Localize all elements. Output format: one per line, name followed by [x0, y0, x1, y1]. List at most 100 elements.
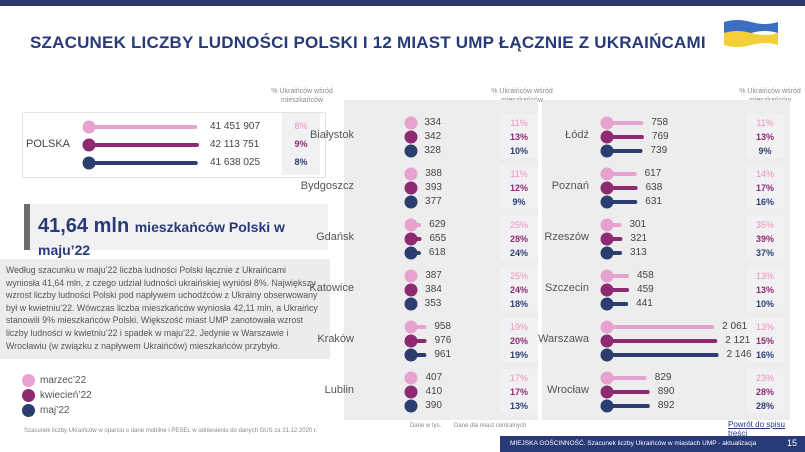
pct-box-bialystok	[500, 114, 538, 158]
poland-value-marzec: 41 451 907	[210, 121, 261, 132]
bar-szczecin-maj-marker	[600, 297, 614, 311]
bar-warszawa-marzec	[607, 325, 715, 329]
pct-katowice-kwiecien: 24%	[509, 285, 528, 295]
value-bialystok-kwiecien: 342	[424, 131, 442, 142]
pct-krakow-marzec: 19%	[509, 322, 528, 332]
pct-box-gdansk	[500, 216, 538, 260]
bar-bialystok-kwiecien-marker	[404, 130, 418, 144]
pct-katowice-maj: 18%	[509, 299, 528, 309]
pct-box-warszawa	[746, 318, 784, 362]
value-poznan-marzec: 617	[644, 168, 662, 179]
city-label-lodz: Łódź	[565, 129, 589, 141]
page-title: SZACUNEK LICZBY LUDNOŚCI POLSKI I 12 MIA…	[30, 33, 706, 52]
pct-box-krakow	[500, 318, 538, 362]
poland-bar-kwiecien	[89, 143, 199, 147]
pct-warszawa-marzec: 13%	[755, 322, 774, 332]
bar-lodz-kwiecien	[607, 135, 644, 139]
pct-bydgoszcz-marzec: 11%	[510, 169, 528, 179]
value-warszawa-marzec: 2 061	[722, 321, 748, 332]
value-warszawa-maj: 2 146	[726, 349, 752, 360]
value-rzeszow-marzec: 301	[629, 219, 647, 230]
poland-bar-marzec	[89, 125, 198, 129]
pct-gdansk-kwiecien: 28%	[509, 234, 528, 244]
bar-bydgoszcz-marzec-marker	[404, 167, 418, 181]
bar-poznan-maj-marker	[600, 195, 614, 209]
legend-marker-maj	[22, 404, 35, 417]
bar-krakow-kwiecien-marker	[404, 334, 418, 348]
pct-poznan-maj: 16%	[755, 197, 774, 207]
poland-bar-maj	[89, 161, 198, 165]
pct-box-katowice	[500, 267, 538, 311]
city-label-bydgoszcz: Bydgoszcz	[300, 180, 354, 192]
poland-pct-marzec: 8%	[294, 121, 308, 131]
city-label-lublin: Lublin	[324, 384, 354, 396]
bar-poznan-maj	[607, 200, 638, 204]
bar-lodz-maj-marker	[600, 144, 614, 158]
pct-szczecin-maj: 10%	[755, 299, 774, 309]
pct-krakow-maj: 19%	[509, 350, 528, 360]
value-szczecin-kwiecien: 459	[637, 284, 654, 295]
bar-lodz-marzec	[607, 121, 644, 125]
poland-bar-maj-marker	[82, 156, 96, 170]
bar-warszawa-maj	[607, 353, 719, 357]
bar-bialystok-maj-marker	[404, 144, 418, 158]
poland-bar-kwiecien-marker	[82, 138, 96, 152]
bar-rzeszow-maj-marker	[600, 246, 614, 260]
bar-lublin-kwiecien-marker	[404, 385, 418, 399]
value-krakow-maj: 961	[434, 349, 452, 360]
legend-marker-marzec	[22, 374, 35, 387]
city-label-bialystok: Białystok	[309, 129, 354, 141]
value-katowice-marzec: 387	[425, 270, 442, 281]
poland-pct-maj: 8%	[294, 157, 308, 167]
city-label-krakow: Kraków	[317, 333, 354, 345]
pct-szczecin-kwiecien: 13%	[755, 285, 774, 295]
value-gdansk-kwiecien: 655	[429, 233, 447, 244]
poland-pct-kwiecien: 9%	[294, 139, 308, 149]
bar-bialystok-marzec-marker	[404, 116, 418, 130]
bar-lublin-marzec-marker	[404, 371, 418, 385]
pct-box-poznan	[746, 165, 784, 209]
top-accent-bar	[0, 0, 805, 6]
value-poznan-kwiecien: 638	[645, 182, 663, 193]
pct-header-poland: % Ukraińców wśród mieszkańców	[271, 88, 333, 104]
poland-value-maj: 41 638 025	[210, 157, 261, 168]
value-rzeszow-kwiecien: 321	[630, 233, 648, 244]
value-warszawa-kwiecien: 2 121	[725, 335, 751, 346]
pct-bydgoszcz-kwiecien: 12%	[509, 183, 528, 193]
bar-bydgoszcz-kwiecien-marker	[404, 181, 418, 195]
ukraine-flag-icon	[724, 20, 778, 47]
bar-rzeszow-kwiecien-marker	[600, 232, 614, 246]
bar-poznan-marzec	[607, 172, 637, 176]
pct-bialystok-kwiecien: 13%	[509, 132, 528, 142]
bar-lublin-maj-marker	[404, 399, 418, 413]
bar-warszawa-maj-marker	[600, 348, 614, 362]
value-lublin-kwiecien: 410	[425, 386, 443, 397]
back-to-toc-link[interactable]: Powrót do spisu treści	[728, 420, 785, 438]
pct-box-rzeszow	[746, 216, 784, 260]
pct-wroclaw-marzec: 23%	[755, 373, 774, 383]
value-katowice-maj: 353	[424, 298, 442, 309]
city-label-katowice: Katowice	[309, 282, 354, 294]
value-wroclaw-kwiecien: 890	[657, 386, 675, 397]
pct-lublin-maj: 13%	[509, 401, 528, 411]
pct-lodz-maj: 9%	[758, 146, 772, 156]
headline-small: mieszkańców Polski w maju’22	[38, 219, 285, 258]
value-wroclaw-maj: 892	[657, 400, 675, 411]
pct-katowice-marzec: 25%	[509, 271, 528, 281]
value-lodz-maj: 739	[650, 145, 668, 156]
pct-bialystok-marzec: 11%	[510, 118, 528, 128]
pct-poznan-marzec: 14%	[755, 169, 774, 179]
value-poznan-maj: 631	[645, 196, 662, 207]
value-lublin-maj: 390	[425, 400, 442, 411]
bar-gdansk-marzec-marker	[404, 218, 418, 232]
bar-warszawa-kwiecien-marker	[600, 334, 614, 348]
footnote-centers: Dane dla miast centralnych	[454, 423, 527, 429]
value-krakow-kwiecien: 976	[434, 335, 452, 346]
headline-accent	[24, 204, 30, 250]
bar-bydgoszcz-maj-marker	[404, 195, 418, 209]
footer-text: MIEJSKA GOŚCINNOŚĆ. Szacunek liczby Ukra…	[510, 440, 757, 447]
legend-label-maj: maj’22	[40, 405, 70, 416]
value-bialystok-marzec: 334	[424, 117, 442, 128]
bar-wroclaw-maj-marker	[600, 399, 614, 413]
pct-lodz-kwiecien: 13%	[755, 132, 774, 142]
